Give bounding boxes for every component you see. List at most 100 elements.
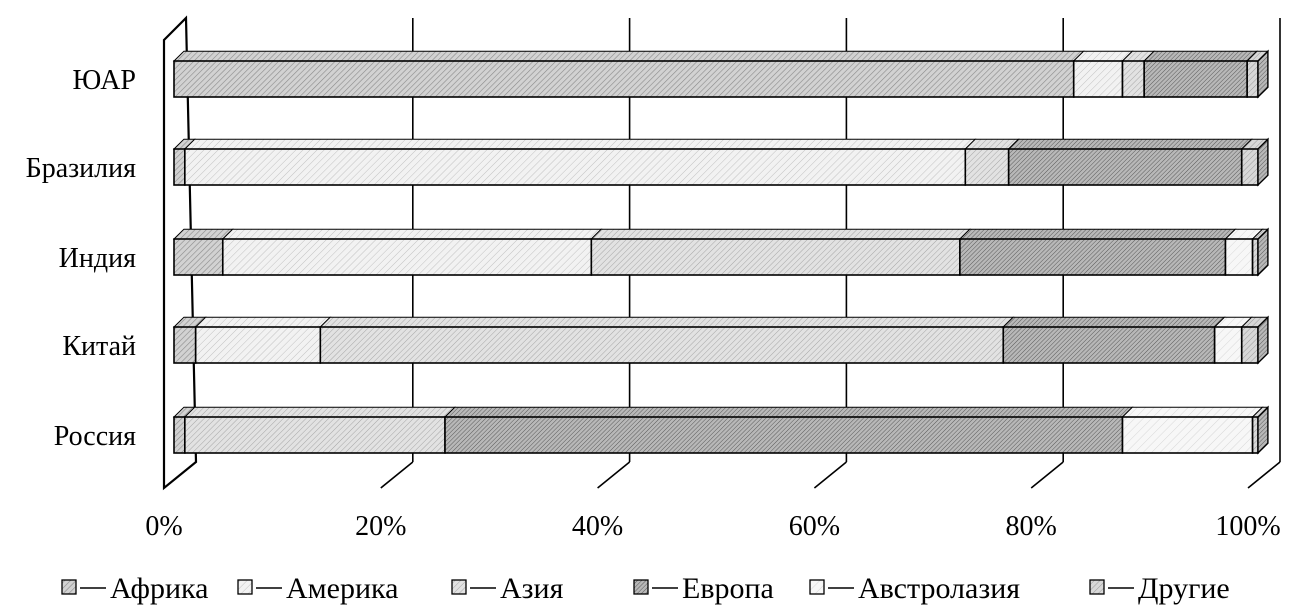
bar-segment-front (173, 416, 186, 454)
category-label: Россия (54, 421, 136, 452)
x-tick-labels: 0% 20% 40% 60% 80% 100% (145, 511, 1280, 542)
legend-label: Африка (110, 572, 208, 605)
bar-segment-front (184, 416, 446, 454)
bar-segment-top (172, 50, 1085, 62)
bar-segment-front (173, 148, 186, 186)
bar-segment (1251, 406, 1270, 454)
legend-swatch (633, 579, 649, 595)
bar-segment-front (1240, 326, 1259, 364)
bar-segment (1121, 406, 1264, 454)
bars (172, 49, 1270, 455)
bar-segment (1142, 50, 1259, 98)
legend-swatch (237, 579, 253, 595)
bar-segment (443, 406, 1134, 454)
gridline-floor (380, 461, 414, 489)
legend-label: Другие (1138, 572, 1230, 605)
bar-segment (221, 228, 603, 276)
bar-end-cap (1257, 227, 1269, 277)
bar-segment-top (958, 228, 1237, 240)
legend-swatch (451, 579, 467, 595)
bar-segment-top (183, 138, 977, 150)
bar-segment (964, 138, 1020, 186)
bar-segment-front (184, 148, 967, 186)
bar-segment (172, 50, 1085, 98)
bar-segment (183, 406, 457, 454)
bar-segment-front (444, 416, 1124, 454)
bar-segment-front (964, 148, 1010, 186)
legend-item: Африка (61, 572, 208, 605)
legend-item: Азия (451, 572, 564, 605)
legend: Африка Америка Азия Европа Австролазия Другие (61, 572, 1230, 605)
bar-segment-front (1121, 416, 1254, 454)
bar-segment-front (1143, 60, 1248, 98)
bar-segment-front (959, 238, 1227, 276)
gridline-floor (1030, 461, 1064, 489)
bar-segment-top (1002, 316, 1226, 328)
bar-segment (958, 228, 1237, 276)
bar-end-cap (1257, 49, 1269, 99)
bar-segment (1007, 138, 1253, 186)
bar-end-cap (1257, 315, 1269, 365)
category-label: Бразилия (26, 153, 137, 184)
x-tick-label: 20% (355, 511, 406, 542)
bar-segment-front (319, 326, 1005, 364)
legend-item: Америка (237, 572, 398, 605)
bar-segment (1224, 228, 1264, 276)
bar-segment-top (1121, 406, 1264, 418)
bar-segment (590, 228, 972, 276)
bar-segment-front (1213, 326, 1243, 364)
bar-segment (1240, 316, 1270, 364)
x-tick-label: 40% (572, 511, 623, 542)
bar-segment-front (173, 238, 224, 276)
bar-segment-top (319, 316, 1015, 328)
bar-segment-top (1142, 50, 1259, 62)
bar-segment-front (173, 326, 197, 364)
bar-segment-front (590, 238, 961, 276)
bar-segment-front (221, 238, 593, 276)
bar-segment-top (221, 228, 603, 240)
bar-segment-front (194, 326, 322, 364)
bar-segment-front (1251, 238, 1259, 276)
legend-label: Европа (682, 572, 774, 605)
bar-segment (194, 316, 332, 364)
category-label: Индия (59, 243, 136, 274)
legend-item: Европа (633, 572, 774, 605)
category-label: Китай (62, 331, 136, 362)
bar-segment-front (1240, 148, 1259, 186)
gridline-floor (813, 461, 847, 489)
x-tick-label: 0% (145, 511, 182, 542)
bar-segment-top (590, 228, 972, 240)
bar-segment (1213, 316, 1253, 364)
legend-label: Азия (500, 572, 564, 605)
bar-segment-front (1246, 60, 1259, 98)
gridline-floor (1247, 461, 1281, 489)
category-labels: ЮАР Бразилия Индия Китай Россия (26, 65, 137, 452)
bar-segment-front (1251, 416, 1259, 454)
gridline-floor (597, 461, 631, 489)
legend-swatch (1089, 579, 1105, 595)
legend-item: Австролазия (809, 572, 1020, 605)
bar-end-cap (1257, 137, 1269, 187)
x-tick-label: 100% (1215, 511, 1280, 542)
category-label: ЮАР (72, 65, 136, 96)
bar-segment (1002, 316, 1226, 364)
legend-label: Америка (286, 572, 398, 605)
bar-segment-front (1002, 326, 1216, 364)
legend-swatch (61, 579, 77, 595)
x-tick-label: 80% (1006, 511, 1057, 542)
legend-label: Австролазия (858, 572, 1020, 605)
bar-segment (319, 316, 1015, 364)
bar-segment-top (183, 406, 457, 418)
bar-segment (183, 138, 977, 186)
bar-segment-front (1007, 148, 1243, 186)
legend-swatch (809, 579, 825, 595)
bar-segment-top (443, 406, 1134, 418)
bar-segment-front (173, 60, 1075, 98)
bar-segment (1072, 50, 1134, 98)
bar-segment-top (1007, 138, 1253, 150)
bar-segment-front (1072, 60, 1124, 98)
bar-segment-top (194, 316, 332, 328)
legend-item: Другие (1089, 572, 1230, 605)
bar-segment-front (1121, 60, 1145, 98)
x-tick-label: 60% (789, 511, 840, 542)
